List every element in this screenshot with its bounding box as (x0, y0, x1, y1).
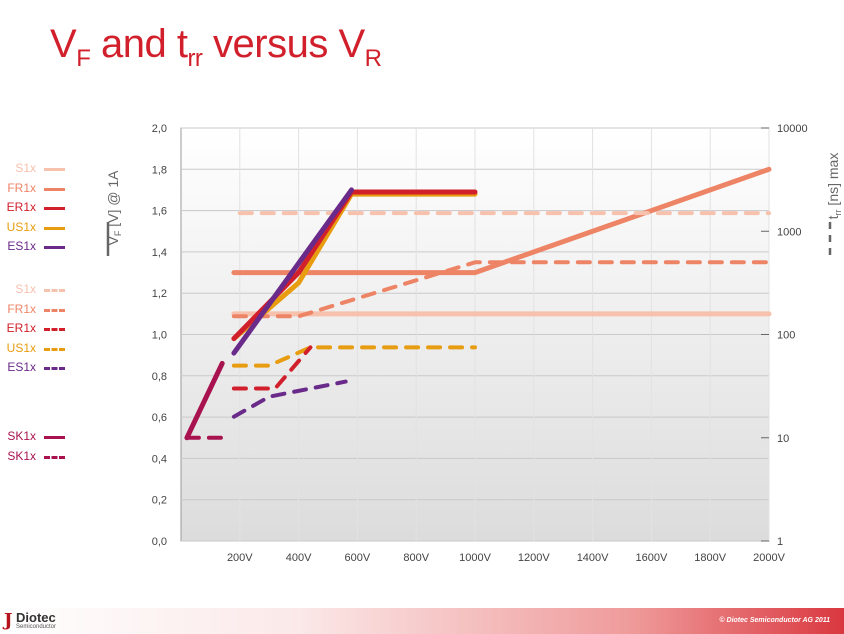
title-r-sub: R (364, 45, 382, 72)
series-line-fr1x-vf (231, 166, 772, 276)
legend-swatch (44, 347, 65, 351)
left-tick-label: 0,0 (152, 536, 167, 548)
legend-swatch (44, 367, 65, 370)
legend-item: US1x (0, 340, 90, 358)
title-t-sub: rr (187, 45, 203, 72)
legend-swatch (44, 436, 65, 439)
right-tick-label: 1000 (777, 226, 801, 238)
title-versus: versus V (202, 22, 365, 66)
page-title: VF and trr versus VR (50, 22, 382, 73)
left-tick-label: 1,0 (152, 330, 167, 342)
series-line-es1x-vf (231, 187, 354, 356)
left-tick-label: 0,6 (152, 412, 167, 424)
legend-item: US1x (0, 219, 90, 237)
x-tick-label: 1800V (694, 552, 726, 564)
legend-label: US1x (6, 340, 36, 355)
legend-item: ES1x (0, 359, 90, 377)
legend-label: ES1x (7, 360, 36, 374)
x-tick-label: 600V (345, 552, 371, 564)
left-tick-label: 1,4 (152, 247, 167, 259)
right-tick-label: 1 (777, 536, 783, 548)
title-v: V (50, 22, 77, 66)
legend-swatch (44, 226, 65, 230)
right-tick-label: 100 (777, 330, 795, 342)
left-axis-label: VF [V] @ 1A (105, 170, 123, 246)
x-tick-label: 1400V (577, 552, 609, 564)
x-tick-label: 1200V (518, 552, 550, 564)
legend-label: FR1x (7, 180, 36, 195)
legend-label: S1x (15, 282, 36, 296)
legend-item: ES1x (0, 238, 90, 256)
legend-item: SK1x (0, 448, 90, 466)
legend-swatch (44, 289, 65, 292)
title-and: and t (90, 22, 188, 66)
diotec-logo: J Diotec Semiconductor (4, 610, 74, 633)
chart-legend: S1x FR1x ER1x US1x ES1x S1x FR1x ER1x US1x ES1x SK… (0, 0, 90, 634)
logo-tagline: Semiconductor (16, 624, 57, 630)
legend-item: S1x (0, 160, 90, 178)
legend-swatch (44, 168, 65, 171)
x-tick-label: 1000V (459, 552, 491, 564)
left-tick-label: 1,2 (152, 288, 167, 300)
series-line-er1x-trr (231, 345, 313, 391)
logo-name: Diotec (16, 610, 56, 625)
right-axis-label-group: trr [ns] max (825, 153, 843, 220)
legend-item: FR1x (0, 301, 90, 319)
right-tick-label: 10 (777, 433, 789, 445)
left-axis-label-group: VF [V] @ 1A (105, 170, 123, 246)
vf-trr-chart: 0,0 0,2 0,4 0,6 0,8 1,0 1,2 1,4 1,6 1,8 2,0 1 10 100 1… (105, 123, 843, 564)
x-tick-label: 1600V (635, 552, 667, 564)
series-line-fr1x-trr (231, 260, 771, 319)
series-line-es1x-trr (231, 379, 348, 419)
legend-label: SK1x (7, 449, 36, 463)
legend-swatch (44, 328, 65, 331)
legend-swatch (44, 456, 65, 459)
legend-label: US1x (6, 219, 36, 234)
left-tick-label: 0,4 (152, 453, 167, 465)
series-line-sk1x-vf (184, 360, 225, 441)
x-tick-label: 800V (403, 552, 429, 564)
legend-swatch (44, 246, 65, 249)
x-tick-label: 400V (286, 552, 312, 564)
left-tick-label: 2,0 (152, 123, 167, 135)
legend-label: S1x (15, 161, 36, 175)
left-tick-label: 1,8 (152, 164, 167, 176)
legend-item: S1x (0, 281, 90, 299)
series-line-us1x-trr (231, 345, 477, 368)
left-tick-label: 0,2 (152, 495, 167, 507)
legend-label: SK1x (7, 429, 36, 443)
title-v-sub: F (76, 45, 91, 72)
copyright-text: © Diotec Semiconductor AG 2011 (719, 617, 830, 624)
footer-bar: J Diotec Semiconductor © Diotec Semicond… (0, 608, 844, 634)
legend-swatch (44, 308, 65, 312)
legend-label: FR1x (7, 301, 36, 316)
legend-item: ER1x (0, 199, 90, 217)
legend-item: FR1x (0, 180, 90, 198)
legend-label: ES1x (7, 239, 36, 253)
x-tick-label: 200V (227, 552, 253, 564)
legend-swatch (44, 187, 65, 191)
legend-item: ER1x (0, 320, 90, 338)
left-tick-label: 1,6 (152, 206, 167, 218)
legend-item: SK1x (0, 428, 90, 446)
right-axis-label: trr [ns] max (825, 153, 843, 220)
logo-mark-icon: J (4, 610, 13, 631)
x-tick-label: 2000V (753, 552, 785, 564)
legend-label: ER1x (6, 200, 36, 214)
legend-label: ER1x (6, 321, 36, 335)
legend-swatch (44, 207, 65, 210)
left-tick-label: 0,8 (152, 371, 167, 383)
right-tick-label: 10000 (777, 123, 808, 135)
